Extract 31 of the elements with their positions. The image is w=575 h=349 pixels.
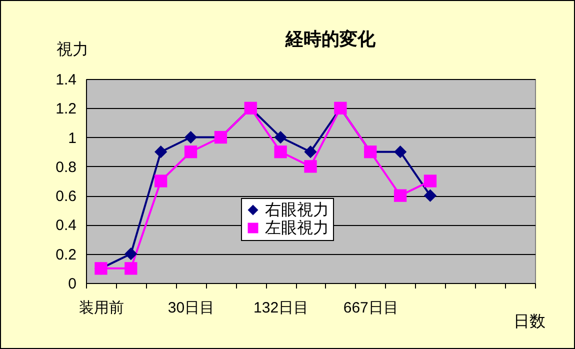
y-tick-label: 0.6	[56, 188, 76, 206]
y-tick-label: 0.8	[56, 158, 76, 176]
x-tick-label: 132日目	[254, 300, 309, 316]
x-tick-label: 667日目	[343, 300, 398, 316]
y-tick-label: 1.2	[56, 100, 76, 118]
legend-label: 右眼視力	[265, 201, 329, 219]
point	[424, 174, 437, 188]
point	[304, 146, 317, 158]
y-tick-label: 0.4	[56, 217, 76, 234]
y-tick-label: 1.4	[56, 72, 76, 88]
point	[394, 146, 407, 158]
x-tick-label: 装用前	[78, 300, 124, 316]
point	[154, 174, 168, 188]
legend-label: 左眼視力	[265, 219, 329, 237]
y-axis-title: 視力	[56, 40, 88, 58]
point	[274, 146, 287, 158]
point	[124, 248, 138, 260]
point	[304, 160, 317, 173]
x-tick-label: 30日目	[168, 300, 215, 316]
y-tick-label: 0.2	[56, 246, 76, 264]
point	[124, 262, 138, 275]
point	[184, 130, 198, 144]
point	[424, 189, 437, 202]
point	[394, 189, 407, 202]
point	[274, 130, 287, 144]
y-tick-label: 0	[68, 276, 76, 292]
point	[154, 146, 168, 158]
chart-title: 経時的変化	[284, 29, 376, 49]
x-axis-title: 日数	[514, 314, 546, 330]
point	[184, 146, 198, 158]
y-tick-label: 1	[68, 130, 76, 147]
